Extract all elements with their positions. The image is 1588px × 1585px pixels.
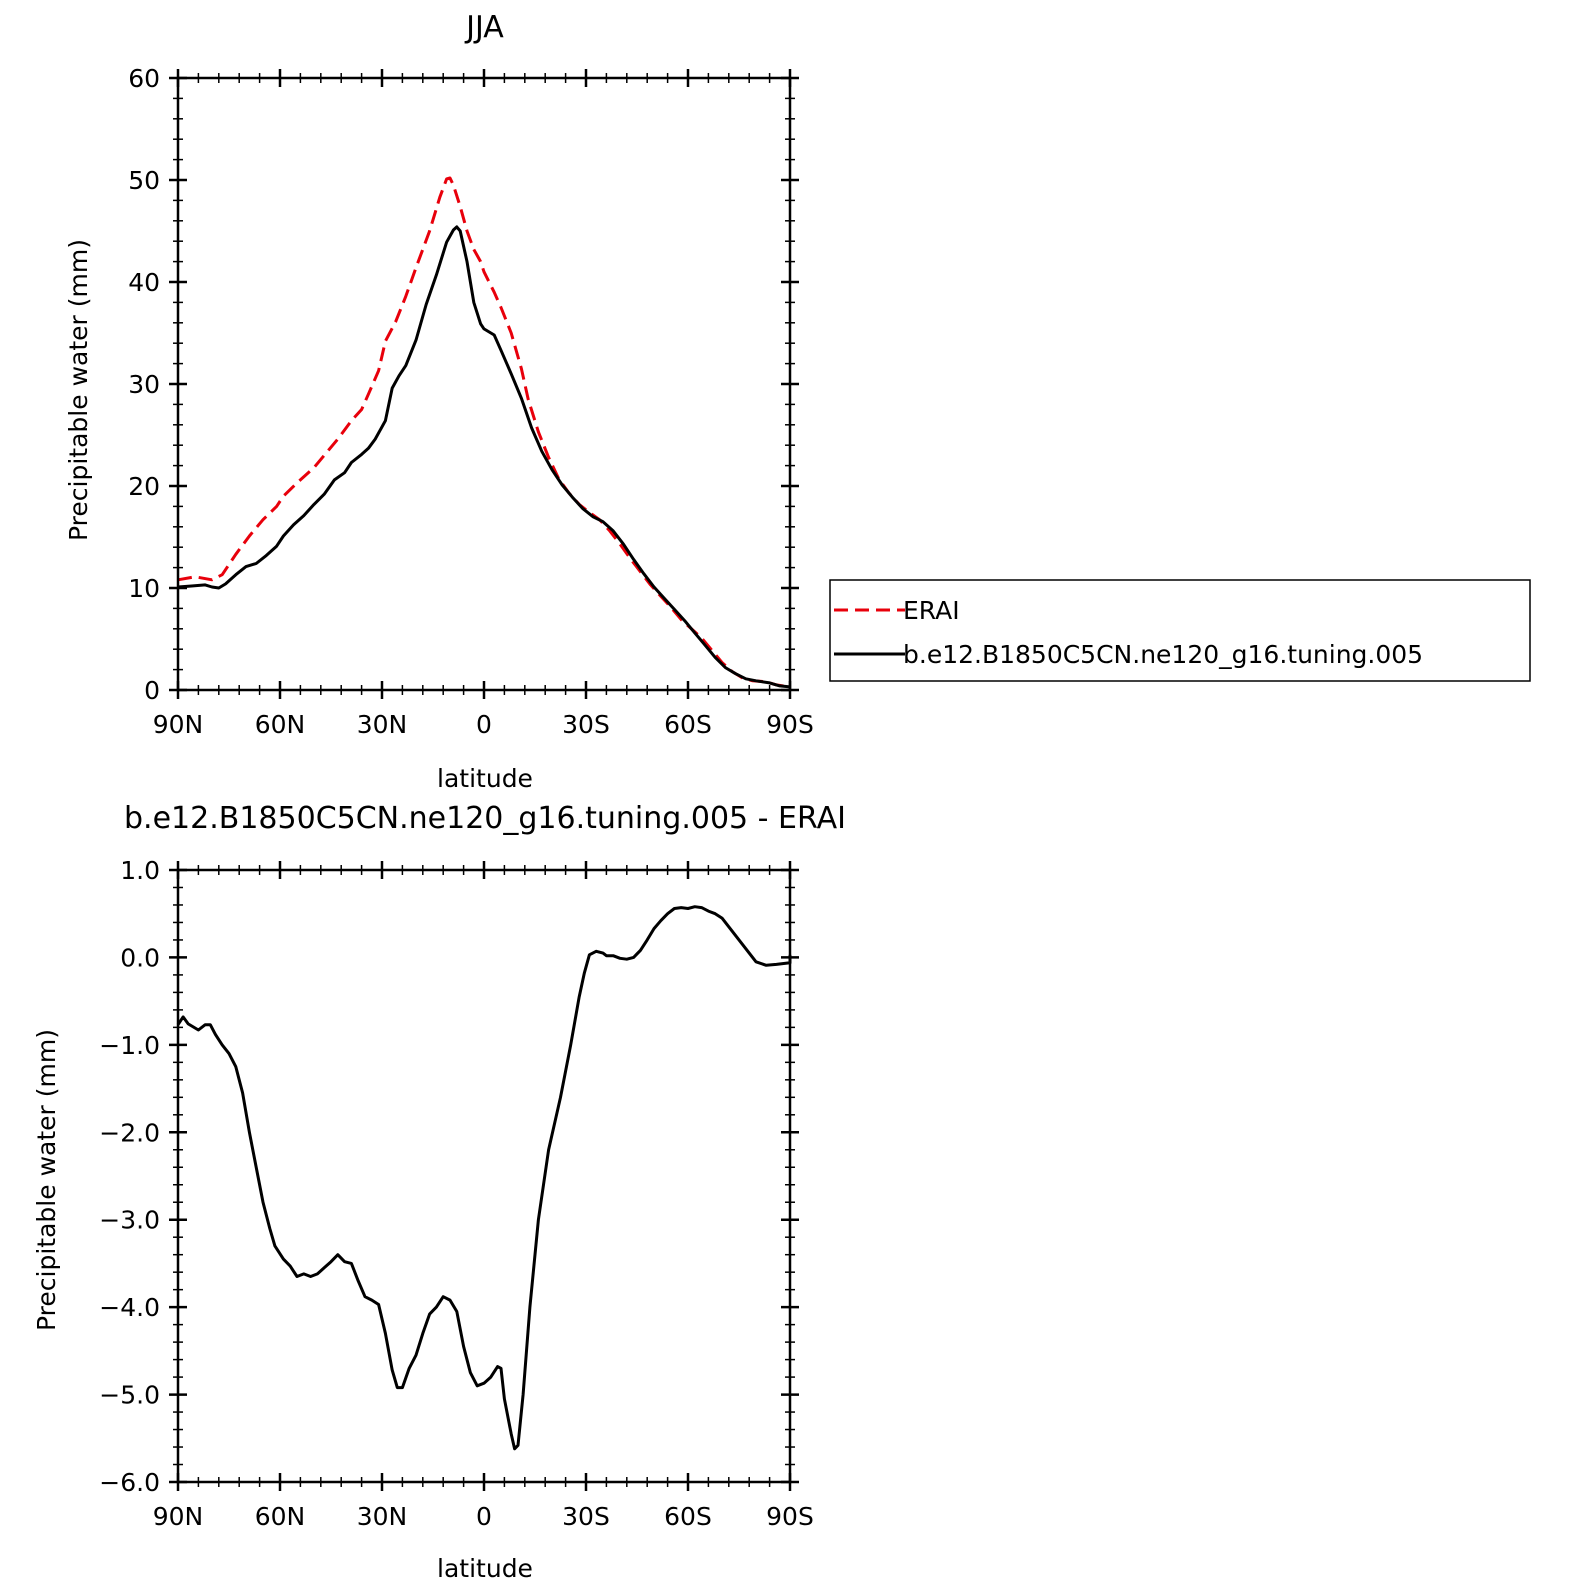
y-tick-label: 50: [128, 166, 160, 195]
x-tick-label: 30N: [357, 1502, 408, 1531]
y-tick-label: 1.0: [120, 856, 160, 885]
top-plot-title: JJA: [464, 10, 504, 45]
legend: ERAI b.e12.B1850C5CN.ne120_g16.tuning.00…: [829, 579, 1531, 682]
y-tick-label: −4.0: [99, 1293, 160, 1322]
x-tick-label: 0: [476, 710, 492, 739]
bottom-y-axis-title: Precipitable water (mm): [32, 1029, 61, 1331]
top-series: [177, 176, 791, 689]
x-tick-label: 90S: [766, 710, 814, 739]
top-plot-frame: [176, 76, 792, 692]
x-tick-label: 60N: [255, 710, 306, 739]
model-series-line: [177, 225, 791, 689]
top-y-tick-labels: 0 10 20 30 40 50 60: [128, 64, 160, 705]
panel-top: JJA 90N 60N 30N 0 30S 60S 90S 0 10 20 30 40 50 60 la…: [64, 10, 814, 793]
bottom-x-tick-labels: 90N 60N 30N 0 30S 60S 90S: [153, 1502, 814, 1531]
legend-erai-label: ERAI: [903, 596, 960, 625]
y-tick-label: −5.0: [99, 1381, 160, 1410]
bottom-plot-title: b.e12.B1850C5CN.ne120_g16.tuning.005 - E…: [124, 801, 846, 836]
x-tick-label: 0: [476, 1502, 492, 1531]
top-y-axis-title: Precipitable water (mm): [64, 239, 93, 541]
y-tick-label: 20: [128, 472, 160, 501]
x-tick-label: 30S: [562, 710, 610, 739]
y-tick-label: −6.0: [99, 1468, 160, 1497]
y-tick-label: 10: [128, 574, 160, 603]
x-tick-label: 90N: [153, 1502, 204, 1531]
bottom-plot-frame: [176, 868, 792, 1484]
legend-model-label: b.e12.B1850C5CN.ne120_g16.tuning.005: [903, 640, 1423, 669]
top-x-axis-title: latitude: [437, 764, 533, 793]
panel-bottom: b.e12.B1850C5CN.ne120_g16.tuning.005 - E…: [32, 801, 846, 1583]
bottom-series: [176, 905, 792, 1451]
bottom-x-axis-title: latitude: [437, 1554, 533, 1583]
erai-series-line: [177, 176, 791, 689]
x-tick-label: 90N: [153, 710, 204, 739]
y-tick-label: 0: [144, 676, 160, 705]
bottom-axis-ticks: [169, 861, 799, 1491]
bottom-y-tick-labels: 1.0 0.0 −1.0 −2.0 −3.0 −4.0 −5.0 −6.0: [99, 856, 160, 1497]
y-tick-label: 0.0: [120, 943, 160, 972]
x-tick-label: 60S: [664, 1502, 712, 1531]
x-tick-label: 30N: [357, 710, 408, 739]
model-series-line: [176, 905, 792, 1451]
top-axis-ticks: [169, 69, 799, 699]
x-tick-label: 90S: [766, 1502, 814, 1531]
legend-box: [829, 579, 1531, 682]
y-tick-label: 60: [128, 64, 160, 93]
y-tick-label: −1.0: [99, 1031, 160, 1060]
x-tick-label: 60S: [664, 710, 712, 739]
y-tick-label: −3.0: [99, 1206, 160, 1235]
x-tick-label: 30S: [562, 1502, 610, 1531]
top-x-tick-labels: 90N 60N 30N 0 30S 60S 90S: [153, 710, 814, 739]
x-tick-label: 60N: [255, 1502, 306, 1531]
y-tick-label: 30: [128, 370, 160, 399]
y-tick-label: 40: [128, 268, 160, 297]
y-tick-label: −2.0: [99, 1118, 160, 1147]
